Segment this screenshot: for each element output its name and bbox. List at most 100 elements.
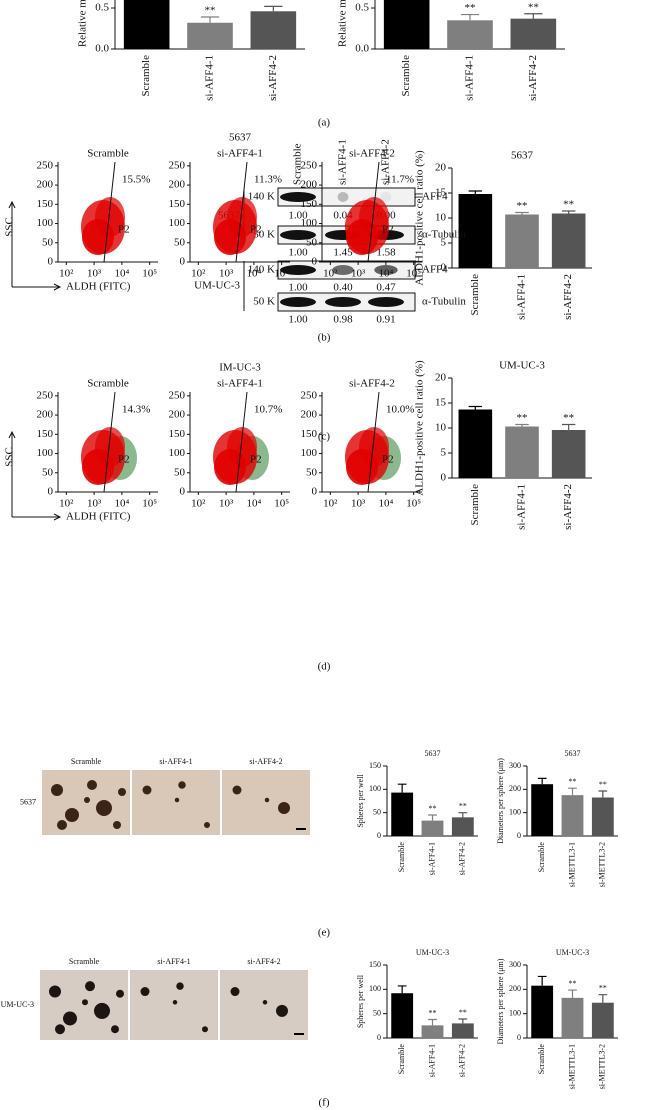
band-quant: 1.45 (333, 247, 353, 259)
panel-title: Scramble (87, 378, 129, 390)
bar (551, 430, 586, 478)
x-tick-label: 10⁴ (114, 498, 129, 510)
error-bar (458, 812, 468, 818)
y-tick-label: 150 (301, 428, 318, 440)
gate-percent: 14.3% (122, 404, 150, 416)
gate (103, 391, 116, 493)
bar (505, 214, 539, 268)
x-tick-label: 10⁵ (274, 498, 289, 510)
blot-band (280, 192, 316, 202)
x-tick-label: si-METTL3-2 (598, 1044, 607, 1089)
x-arrow (12, 513, 62, 521)
event-cloud (227, 427, 257, 467)
size-marker: 50 K (253, 229, 275, 241)
sphere (172, 1000, 178, 1005)
bar (250, 11, 297, 50)
panel-label: (e) (318, 927, 331, 939)
x-tick-label: 10⁴ (246, 498, 261, 510)
sphere (111, 1025, 119, 1034)
x-tick-label: 10² (59, 268, 74, 280)
y-tick-label: 250 (37, 159, 54, 171)
x-axis-label: ALDH (FITC) (66, 511, 131, 523)
cell-line-label: UM-UC-3 (194, 280, 240, 292)
error-bar (428, 1018, 437, 1026)
y-tick-label: 100 (37, 447, 54, 459)
error-bar (537, 975, 547, 986)
error-bar (568, 989, 577, 998)
sphere (84, 797, 90, 803)
x-tick-label: si-AFF4-1 (427, 1044, 436, 1077)
bar (505, 426, 539, 478)
error-bar (458, 1018, 468, 1024)
band-quant: 0.91 (376, 314, 395, 326)
gate-label: P2 (382, 454, 394, 466)
x-tick-label: 10³ (351, 498, 366, 510)
gate-percent: 10.7% (254, 404, 282, 416)
panel-label: (a) (318, 117, 331, 129)
chart-title: UM-UC-3 (499, 360, 545, 372)
gate-label: P2 (250, 454, 262, 466)
x-tick-label: si-AFF4-2 (458, 1044, 467, 1077)
bar (447, 20, 493, 49)
y-arrow (8, 430, 16, 517)
bar (551, 213, 586, 268)
x-tick-label: si-AFF4-2 (562, 484, 574, 530)
y-axis-label: SSC (4, 447, 16, 467)
gate (367, 161, 380, 263)
x-tick-label: si-AFF4-2 (527, 55, 539, 101)
y-axis-label: Spheres per well (356, 974, 365, 1028)
y-tick-label: 0.5 (95, 2, 109, 14)
bar (421, 1025, 444, 1038)
y-tick-label: 50 (42, 236, 54, 248)
sphere (85, 981, 95, 992)
y-axis-label: Relative mRNA level (77, 0, 89, 47)
x-tick-label: 10⁵ (142, 268, 157, 280)
protein-label: AFF4 (422, 264, 448, 276)
y-tick-label: 50 (373, 807, 381, 816)
blot-band (332, 265, 354, 275)
sphere (264, 797, 270, 803)
x-tick-label: Scramble (397, 1044, 406, 1075)
event-cloud (359, 197, 389, 237)
error-bar (468, 190, 483, 194)
panel-title: si-AFF4-2 (349, 148, 395, 160)
panel-label: (b) (318, 332, 331, 344)
error-bar (537, 777, 547, 785)
y-tick-label: 0 (377, 1033, 381, 1042)
sphere (142, 785, 152, 795)
gate-percent: 10.0% (386, 404, 414, 416)
blot-band (325, 297, 361, 307)
sphere (63, 1011, 77, 1026)
x-tick-label: 10² (191, 268, 206, 280)
significance: ** (569, 979, 577, 988)
blot-band (374, 265, 398, 275)
blot-band (368, 297, 404, 307)
band-quant: 1.00 (288, 314, 308, 326)
x-tick-label: Scramble (400, 55, 412, 97)
image-label: si-AFF4-1 (157, 957, 190, 966)
error-bar (397, 783, 407, 793)
y-axis-label: Spheres per well (356, 774, 365, 828)
significance: ** (429, 804, 437, 813)
y-tick-label: 10 (435, 422, 447, 434)
group-label: IM-UC-3 (219, 362, 261, 374)
y-tick-label: 250 (169, 389, 186, 401)
gate-label: P2 (118, 224, 130, 236)
panel-title: si-AFF4-2 (349, 378, 395, 390)
x-tick-label: Scramble (469, 274, 481, 316)
y-tick-label: 0 (517, 831, 521, 840)
y-tick-label: 200 (301, 409, 318, 421)
y-tick-label: 0.0 (355, 43, 369, 55)
lane-label: Scramble (292, 143, 304, 185)
significance: ** (205, 5, 216, 17)
gate-label: P2 (250, 224, 262, 236)
x-tick-label: Scramble (537, 842, 546, 873)
x-tick-label: 10⁴ (378, 498, 393, 510)
blot-band (380, 192, 392, 202)
micrograph (222, 770, 310, 835)
y-tick-label: 200 (169, 409, 186, 421)
gate-percent: 11.3% (254, 174, 282, 186)
error-bar (515, 423, 529, 427)
chart-title: UM-UC-3 (416, 948, 449, 957)
